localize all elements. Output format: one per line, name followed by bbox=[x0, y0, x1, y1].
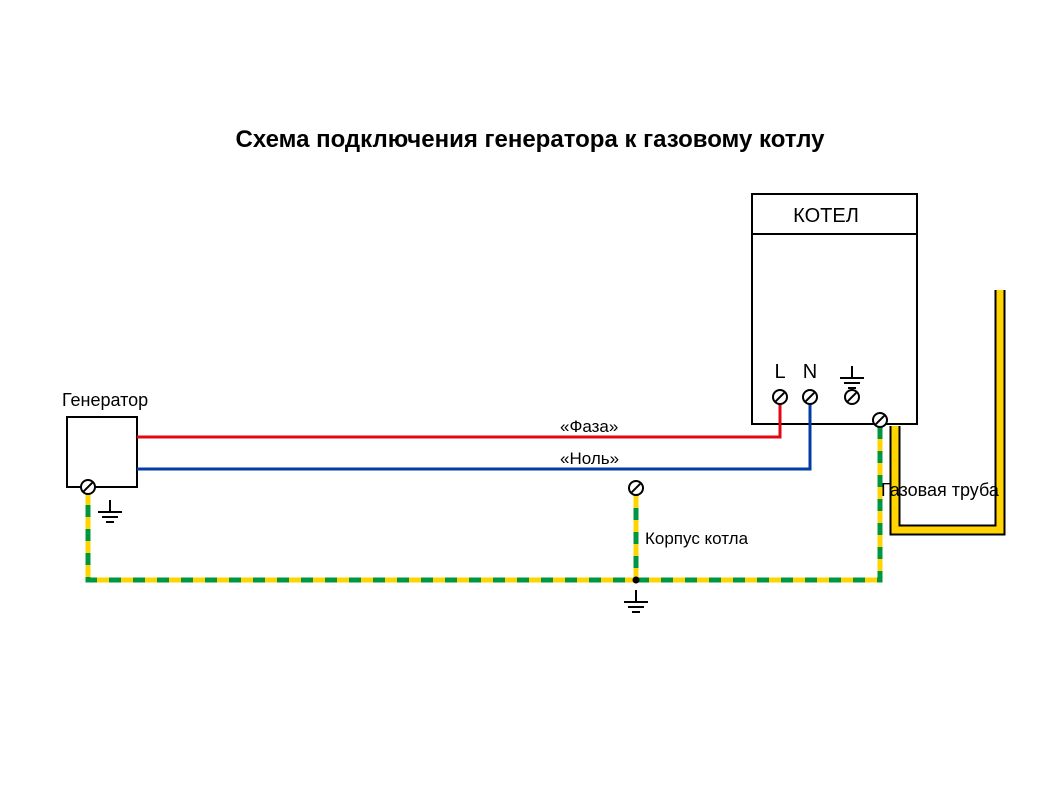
generator-label: Генератор bbox=[62, 390, 148, 410]
phase-wire bbox=[137, 403, 780, 437]
phase-wire-label: «Фаза» bbox=[560, 417, 618, 436]
gas-pipe-label: Газовая труба bbox=[881, 480, 1000, 500]
terminal-N-label: N bbox=[803, 361, 817, 383]
terminal-L-label: L bbox=[774, 361, 785, 383]
boiler-box bbox=[752, 194, 917, 424]
boiler-label: КОТЕЛ bbox=[793, 205, 859, 227]
boiler-body-ground-label: Корпус котла bbox=[645, 529, 749, 548]
generator-box bbox=[67, 417, 137, 487]
diagram-title: Схема подключения генератора к газовому … bbox=[236, 126, 826, 153]
ground-wire bbox=[88, 426, 880, 580]
neutral-wire-label: «Ноль» bbox=[560, 449, 619, 468]
